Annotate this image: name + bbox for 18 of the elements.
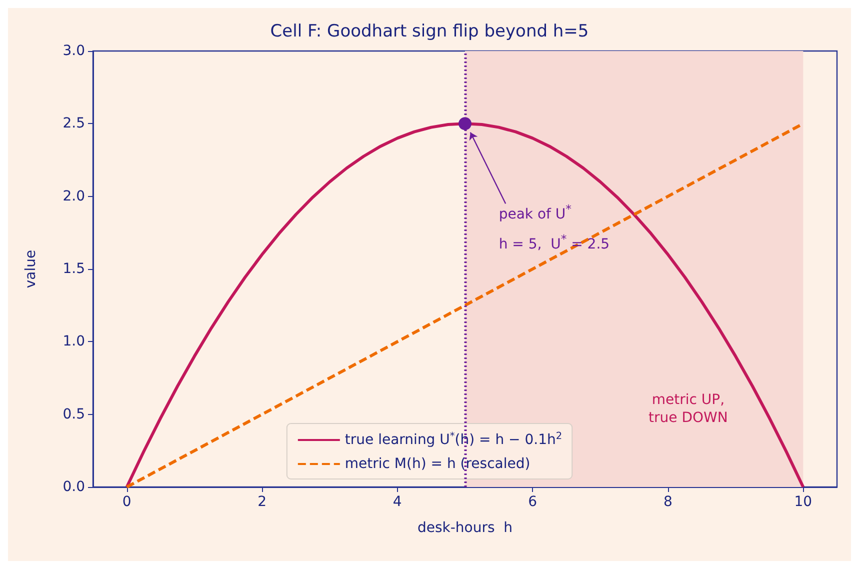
y-tick-label: 1.0 [62,334,85,350]
y-tick-label: 0.0 [62,479,85,495]
x-tick-label: 6 [528,494,538,510]
x-tick-label: 4 [392,494,402,510]
x-axis-title: desk-hours h [417,520,513,536]
y-tick-label: 2.5 [62,116,85,132]
x-tick-label: 2 [258,494,267,510]
y-tick-label: 0.5 [62,406,85,422]
legend-label: metric M(h) = h (rescaled) [344,456,530,472]
x-tick-label: 0 [122,494,132,510]
x-tick-label: 10 [794,494,812,510]
chart-title: Cell F: Goodhart sign flip beyond h=5 [270,22,589,42]
y-tick-label: 3.0 [62,43,85,59]
annotation: metric UP, true DOWN [648,392,728,426]
y-axis-title: value [23,250,39,288]
y-tick-label: 2.0 [62,188,85,204]
x-tick-label: 8 [663,494,672,510]
y-tick-label: 1.5 [62,261,85,277]
